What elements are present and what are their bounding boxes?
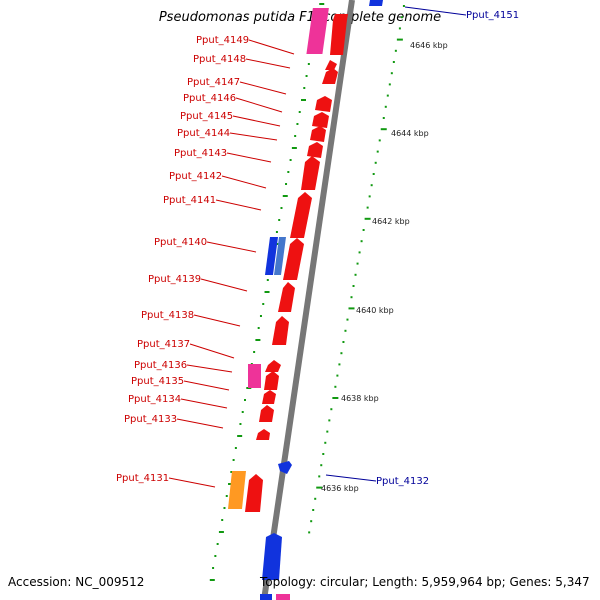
gene-label: Pput_4136	[134, 360, 187, 371]
genome-backbone	[261, 0, 355, 600]
gene-label: Pput_4137	[137, 339, 190, 350]
gene-label: Pput_4135	[131, 376, 184, 387]
gene-arrow[interactable]	[272, 316, 289, 345]
gene-box[interactable]	[265, 237, 278, 275]
leader-line	[215, 199, 262, 211]
gene-box[interactable]	[274, 237, 286, 275]
gene-arrow[interactable]	[322, 68, 338, 84]
gene-arrow[interactable]	[301, 156, 320, 190]
gene-label: Pput_4145	[180, 111, 233, 122]
gene-label: Pput_4143	[174, 148, 227, 159]
leader-line	[206, 241, 257, 253]
gene-label: Pput_4147	[187, 77, 240, 88]
gene-arrow[interactable]	[256, 429, 270, 440]
leader-line	[221, 175, 267, 189]
gene-arrow[interactable]	[264, 371, 279, 390]
gene-arrow[interactable]	[259, 405, 274, 422]
gene-label: Pput_4148	[193, 54, 246, 65]
map-title: Pseudomonas putida F1, complete genome	[158, 10, 442, 25]
gene-label: Pput_4139	[148, 274, 201, 285]
gene-box[interactable]	[306, 8, 329, 54]
gene-label: Pput_4141	[163, 195, 216, 206]
gene-arrow[interactable]	[278, 461, 292, 474]
gene-box[interactable]	[276, 594, 290, 600]
gene-arrow[interactable]	[330, 14, 348, 55]
kbp-scale-group: 4646 kbp 4644 kbp 4642 kbp 4640 kbp 4638 kbp…	[321, 41, 448, 493]
leader-line	[226, 152, 272, 163]
right-label-group: Pput_4151 Pput_4132	[325, 6, 519, 487]
gene-arrow[interactable]	[315, 96, 332, 112]
gene-label: Pput_4142	[169, 171, 222, 182]
kbp-label: 4644 kbp	[391, 129, 429, 138]
gene-label: Pput_4131	[116, 473, 169, 484]
gene-box[interactable]	[260, 594, 272, 600]
gene-arrow[interactable]	[310, 126, 326, 142]
kbp-label: 4640 kbp	[356, 306, 394, 315]
leader-line	[235, 97, 283, 113]
gene-label: Pput_4134	[128, 394, 181, 405]
gene-arrow[interactable]	[369, 0, 383, 6]
leader-line	[193, 314, 241, 327]
leader-line	[239, 81, 287, 95]
kbp-label: 4636 kbp	[321, 484, 359, 493]
leader-line	[186, 364, 233, 373]
gene-arrow[interactable]	[290, 192, 312, 238]
gene-label: Pput_4133	[124, 414, 177, 425]
gene-arrow[interactable]	[262, 533, 282, 580]
gene-arrow[interactable]	[265, 360, 281, 372]
gene-arrow[interactable]	[245, 474, 263, 512]
gene-arrow[interactable]	[278, 282, 295, 312]
gene-arrow[interactable]	[312, 112, 329, 128]
gene-label: Pput_4146	[183, 93, 236, 104]
leader-line	[200, 278, 248, 292]
topology-label: Topology: circular; Length: 5,959,964 bp…	[260, 575, 590, 589]
leader-line	[189, 343, 235, 359]
leader-line	[232, 115, 281, 127]
gene-label: Pput_4132	[376, 476, 429, 487]
leader-line	[245, 58, 291, 69]
kbp-label: 4646 kbp	[410, 41, 448, 50]
gene-label: Pput_4151	[466, 10, 519, 21]
gene-arrow[interactable]	[325, 60, 337, 70]
leader-line	[248, 39, 295, 55]
kbp-label: 4642 kbp	[372, 217, 410, 226]
gene-arrow[interactable]	[283, 238, 304, 280]
leader-line	[183, 380, 230, 391]
leader-line	[229, 132, 278, 141]
gene-box[interactable]	[228, 471, 246, 509]
leader-line	[404, 6, 467, 16]
feature-track	[228, 0, 383, 600]
gene-arrow[interactable]	[307, 142, 323, 158]
gene-label: Pput_4149	[196, 35, 249, 46]
leader-line	[176, 418, 224, 429]
leader-line	[180, 398, 228, 409]
gene-label: Pput_4144	[177, 128, 230, 139]
kbp-label: 4638 kbp	[341, 394, 379, 403]
gene-label: Pput_4140	[154, 237, 207, 248]
gene-box[interactable]	[248, 364, 261, 388]
leader-line	[168, 477, 216, 488]
gene-label: Pput_4138	[141, 310, 194, 321]
leader-line	[325, 474, 377, 482]
gene-arrow[interactable]	[262, 390, 276, 404]
outer-tick-track	[308, 5, 405, 534]
accession-label: Accession: NC_009512	[8, 575, 145, 589]
left-label-group: Pput_4149 Pput_4148 Pput_4147 Pput_4146 Pput…	[116, 35, 295, 488]
